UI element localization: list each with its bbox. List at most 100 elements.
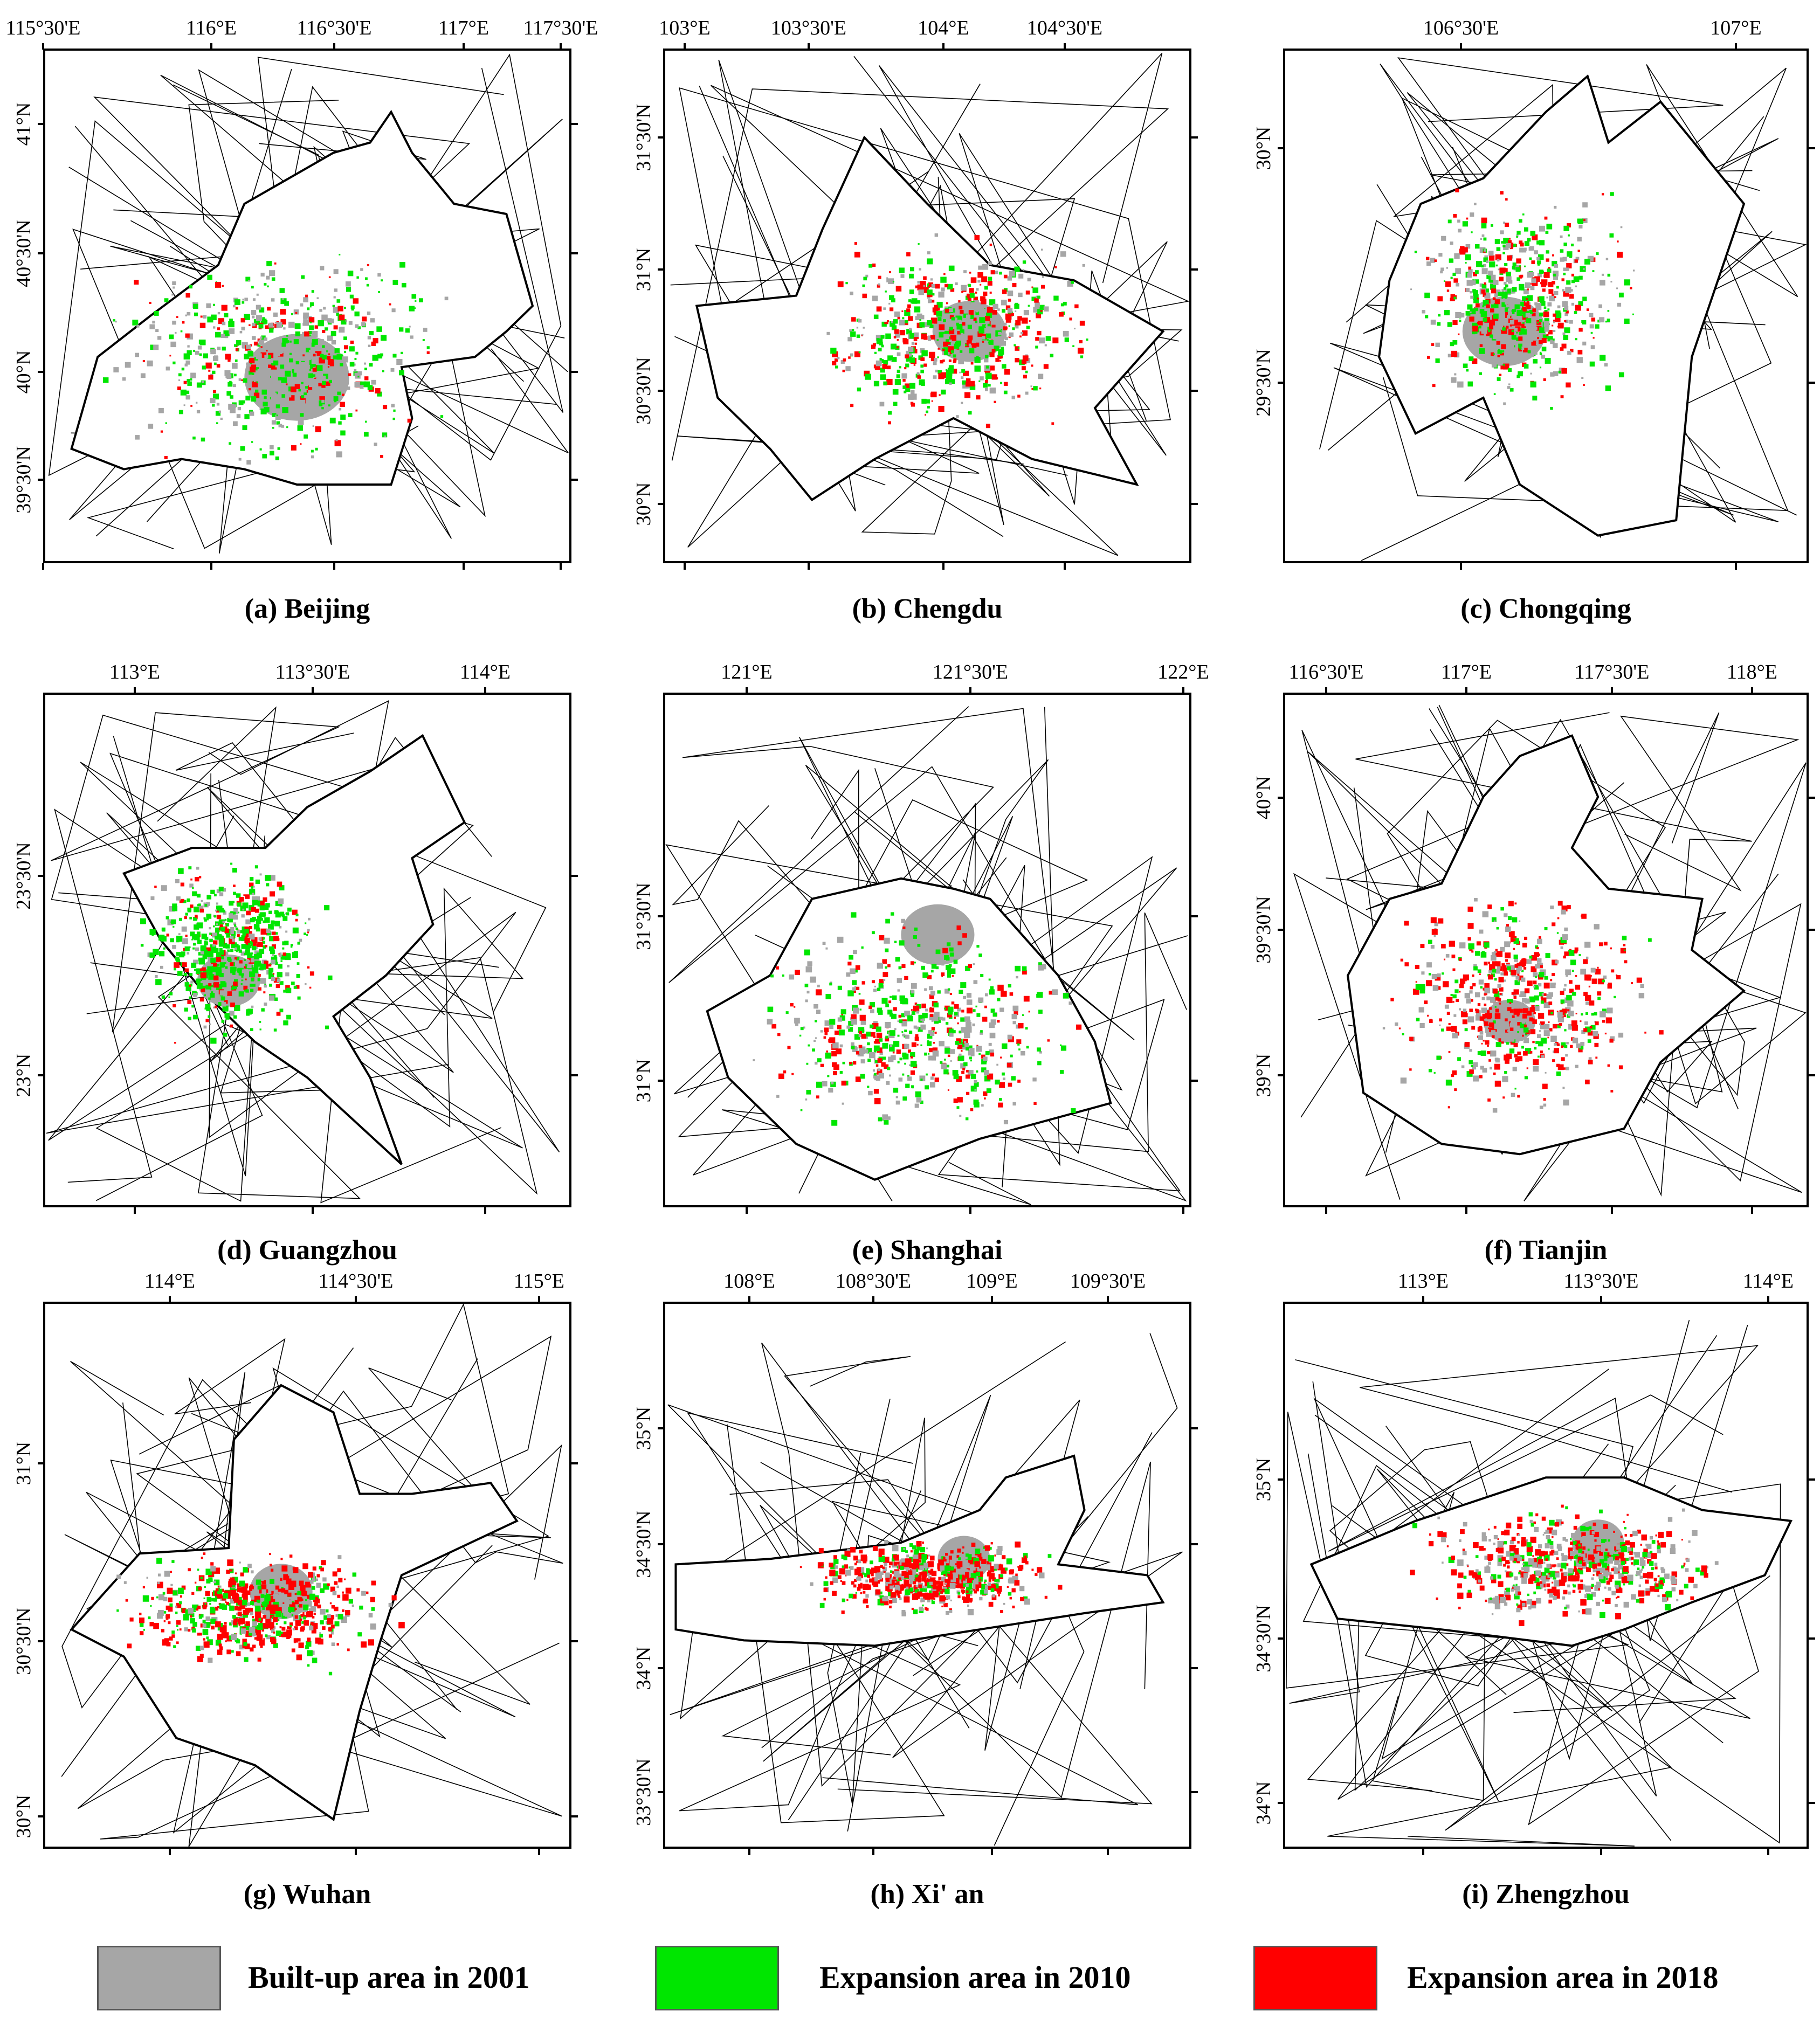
longitude-label: 115°E bbox=[514, 1270, 564, 1293]
latitude-tick bbox=[571, 1640, 578, 1642]
latitude-tick bbox=[1191, 1080, 1198, 1082]
panel-caption: (c) Chongqing bbox=[1460, 593, 1631, 624]
map-canvas bbox=[1285, 695, 1807, 1205]
map-canvas bbox=[665, 695, 1189, 1205]
longitude-tick bbox=[1107, 1296, 1109, 1303]
map-canvas bbox=[45, 1304, 569, 1847]
longitude-tick bbox=[746, 1207, 748, 1214]
longitude-tick bbox=[333, 43, 335, 50]
longitude-tick bbox=[1064, 43, 1066, 50]
latitude-tick bbox=[1809, 1478, 1815, 1481]
latitude-tick bbox=[38, 1640, 44, 1642]
longitude-label: 113°E bbox=[109, 661, 160, 683]
longitude-tick bbox=[991, 1296, 993, 1303]
map-panel-chengdu bbox=[663, 49, 1191, 563]
longitude-tick bbox=[484, 1207, 486, 1214]
longitude-label: 116°E bbox=[186, 17, 237, 39]
latitude-label: 31°N bbox=[632, 1059, 655, 1103]
latitude-label: 39°30'N bbox=[1252, 896, 1275, 964]
latitude-tick bbox=[1278, 797, 1284, 799]
longitude-tick bbox=[1182, 687, 1184, 694]
longitude-label: 106°30'E bbox=[1423, 17, 1499, 39]
legend-swatch bbox=[655, 1946, 779, 2010]
latitude-tick bbox=[571, 123, 578, 125]
longitude-tick bbox=[463, 43, 465, 50]
longitude-tick bbox=[942, 563, 945, 570]
longitude-tick bbox=[560, 563, 562, 570]
expansion-pixels bbox=[116, 1552, 405, 1676]
longitude-label: 109°E bbox=[966, 1270, 1018, 1293]
latitude-label: 40°30'N bbox=[12, 219, 35, 287]
city-boundary bbox=[1311, 1477, 1791, 1646]
longitude-tick bbox=[1600, 1849, 1602, 1855]
map-panel-chongqing bbox=[1283, 49, 1809, 563]
longitude-tick bbox=[1465, 687, 1467, 694]
latitude-tick bbox=[658, 1791, 664, 1793]
latitude-label: 39°30'N bbox=[12, 446, 35, 514]
latitude-label: 40°N bbox=[12, 350, 35, 394]
latitude-label: 40°N bbox=[1252, 776, 1275, 820]
latitude-tick bbox=[571, 1462, 578, 1464]
latitude-tick bbox=[658, 390, 664, 392]
map-canvas bbox=[1285, 51, 1807, 561]
longitude-label: 109°30'E bbox=[1070, 1270, 1146, 1293]
longitude-tick bbox=[1465, 1207, 1467, 1214]
longitude-tick bbox=[355, 1296, 357, 1303]
city-boundary bbox=[1379, 76, 1744, 535]
latitude-label: 30°30'N bbox=[632, 357, 655, 425]
panel-caption: (g) Wuhan bbox=[243, 1879, 371, 1910]
longitude-tick bbox=[1064, 563, 1066, 570]
latitude-label: 31°30'N bbox=[632, 103, 655, 171]
longitude-tick bbox=[1460, 43, 1462, 50]
expansion-pixels bbox=[799, 1540, 1063, 1616]
longitude-label: 117°E bbox=[438, 17, 489, 39]
latitude-tick bbox=[571, 479, 578, 481]
latitude-tick bbox=[38, 123, 44, 125]
longitude-tick bbox=[1422, 1296, 1424, 1303]
latitude-tick bbox=[658, 1427, 664, 1429]
latitude-tick bbox=[1278, 1637, 1284, 1640]
legend-label: Expansion area in 2018 bbox=[1407, 1960, 1719, 1995]
longitude-label: 104°E bbox=[918, 17, 969, 39]
latitude-tick bbox=[38, 479, 44, 481]
longitude-label: 114°30'E bbox=[318, 1270, 394, 1293]
latitude-tick bbox=[1809, 1802, 1815, 1804]
map-canvas bbox=[45, 695, 569, 1205]
latitude-label: 31°30'N bbox=[632, 882, 655, 950]
panel-caption: (h) Xi' an bbox=[870, 1879, 984, 1910]
latitude-tick bbox=[1809, 929, 1815, 931]
legend-swatch bbox=[97, 1946, 221, 2010]
legend-label: Built-up area in 2001 bbox=[248, 1960, 530, 1995]
latitude-tick bbox=[1278, 1478, 1284, 1481]
latitude-label: 23°30'N bbox=[12, 842, 35, 910]
city-boundary bbox=[1348, 736, 1744, 1155]
latitude-label: 39°N bbox=[1252, 1053, 1275, 1097]
expansion-pixels bbox=[1410, 188, 1635, 410]
latitude-label: 34°N bbox=[1252, 1781, 1275, 1825]
longitude-tick bbox=[42, 563, 44, 570]
map-panel-wuhan bbox=[43, 1302, 571, 1849]
longitude-tick bbox=[969, 1207, 971, 1214]
city-boundary bbox=[124, 736, 465, 1164]
latitude-tick bbox=[1278, 382, 1284, 384]
longitude-label: 121°30'E bbox=[932, 661, 1009, 683]
longitude-tick bbox=[942, 43, 945, 50]
latitude-tick bbox=[571, 252, 578, 254]
longitude-label: 114°E bbox=[460, 661, 511, 683]
longitude-tick bbox=[312, 687, 314, 694]
longitude-tick bbox=[169, 1296, 171, 1303]
latitude-tick bbox=[1191, 1667, 1198, 1669]
longitude-tick bbox=[1460, 563, 1462, 570]
longitude-tick bbox=[1735, 563, 1737, 570]
panel-caption: (a) Beijing bbox=[244, 593, 370, 624]
longitude-tick bbox=[1325, 687, 1327, 694]
latitude-label: 30°30'N bbox=[12, 1607, 35, 1675]
latitude-tick bbox=[658, 915, 664, 917]
latitude-tick bbox=[1278, 1074, 1284, 1076]
panel-caption: (i) Zhengzhou bbox=[1462, 1879, 1630, 1910]
map-panel-shanghai bbox=[663, 693, 1191, 1207]
longitude-label: 103°30'E bbox=[770, 17, 847, 39]
latitude-tick bbox=[1191, 1427, 1198, 1429]
longitude-tick bbox=[991, 1849, 993, 1855]
latitude-tick bbox=[1809, 1637, 1815, 1640]
